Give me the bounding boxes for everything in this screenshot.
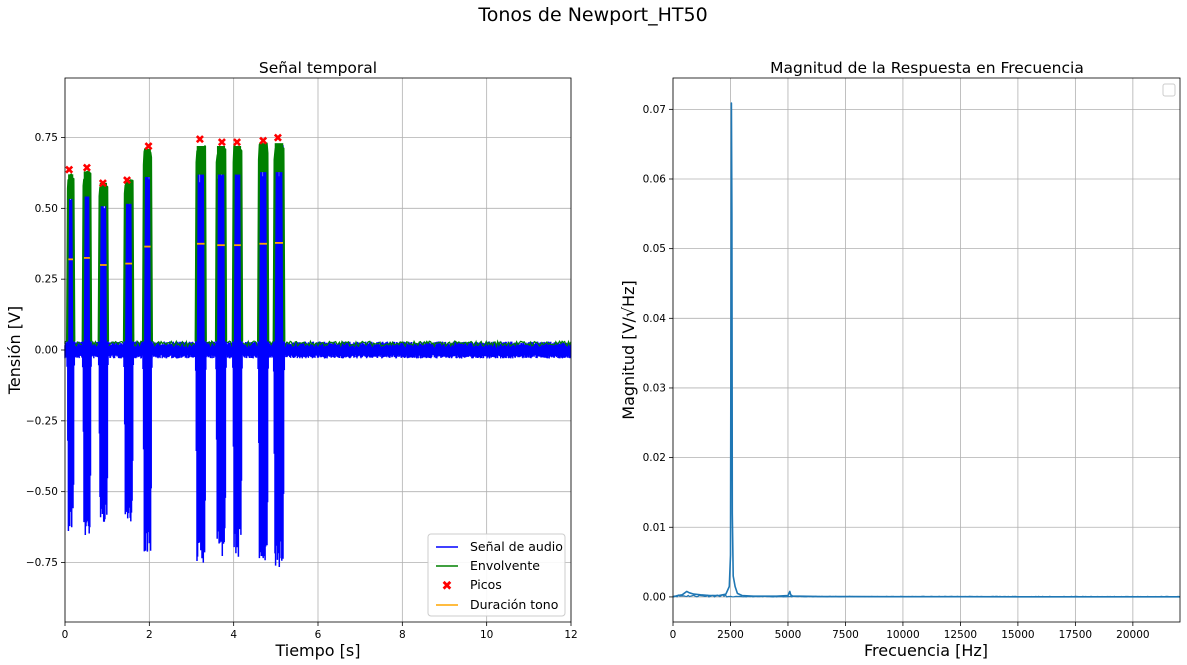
envelope-band: [259, 143, 268, 173]
time-signal-title: Señal temporal: [259, 59, 377, 77]
envelope-band: [216, 146, 226, 175]
frequency-response-ticks: 0 2500 5000 7500 10000 12500 15000 17500 20000 0.…: [643, 104, 1150, 641]
audio-tone-burst: [194, 151, 207, 563]
y-tick-label: 0.02: [643, 452, 666, 464]
audio-tone-burst: [97, 187, 109, 522]
envelope-noise-floor: [64, 339, 572, 349]
y-tick-label: 0.50: [35, 203, 58, 215]
x-tick-label: 12500: [944, 629, 977, 641]
frequency-response-ylabel: Magnitud [V/√Hz]: [619, 280, 638, 419]
audio-tone-burst: [257, 148, 269, 561]
frequency-response-xlabel: Frecuencia [Hz]: [864, 641, 988, 660]
peak-marker: ✖: [143, 140, 153, 154]
audio-tone-burst: [66, 182, 76, 531]
x-tick-label: 2: [146, 629, 153, 641]
empty-legend-box: [1162, 83, 1176, 97]
envelope-band: [125, 180, 133, 204]
envelope-band: [274, 143, 284, 173]
x-tick-label: 20000: [1116, 629, 1149, 641]
audio-tone-burst: [81, 173, 92, 535]
x-tick-label: 7500: [832, 629, 859, 641]
envelope-band: [196, 146, 205, 175]
frequency-response-line: [672, 102, 1180, 598]
frequency-floor-noise: [672, 594, 1180, 598]
audio-tone-burst: [142, 151, 153, 552]
peak-marker: ✖: [122, 174, 132, 188]
y-tick-label: 0.03: [643, 382, 666, 394]
time-signal-xlabel: Tiempo [s]: [274, 641, 360, 660]
y-tick-label: 0.06: [643, 173, 667, 185]
peak-marker: ✖: [232, 135, 242, 149]
peak-marker: ✖: [98, 176, 108, 190]
x-tick-label: 6: [315, 629, 322, 641]
peak-marker: ✖: [217, 135, 227, 149]
frequency-response-axes-frame: [672, 77, 1181, 623]
y-tick-label: 0.04: [643, 313, 667, 325]
time-signal-ylabel: Tensión [V]: [5, 306, 24, 395]
peak-marker: ✖: [82, 161, 92, 175]
peak-marker: ✖: [273, 131, 283, 145]
legend-label-peaks: Picos: [470, 577, 502, 592]
y-tick-label: 0.00: [35, 345, 58, 357]
y-tick-label: 0.07: [643, 104, 666, 116]
peak-marker: ✖: [258, 134, 268, 148]
x-tick-label: 4: [230, 629, 237, 641]
x-tick-label: 2500: [717, 629, 744, 641]
frequency-response-data: [672, 102, 1180, 598]
x-tick-label: 8: [399, 629, 406, 641]
x-tick-label: 10000: [886, 629, 919, 641]
envelope-band: [68, 174, 74, 199]
peak-marker: ✖: [195, 132, 205, 146]
x-tick-label: 10: [480, 629, 493, 641]
audio-tone-burst: [272, 145, 286, 567]
figure-title: Tonos de Newport_HT50: [477, 4, 707, 26]
envelope-band: [99, 182, 108, 207]
y-tick-label: −0.25: [26, 415, 58, 427]
frequency-response-panel: Magnitud de la Respuesta en Frecuencia 0…: [619, 59, 1181, 660]
frequency-response-title: Magnitud de la Respuesta en Frecuencia: [770, 59, 1084, 77]
audio-tone-burst: [215, 147, 227, 556]
envelope-band: [233, 146, 242, 175]
legend-label-envelope: Envolvente: [470, 558, 540, 573]
time-signal-legend: Señal de audio Envolvente ✖ Picos Duraci…: [427, 533, 566, 617]
x-tick-label: 0: [670, 629, 677, 641]
x-tick-label: 17500: [1059, 629, 1092, 641]
audio-tone-burst: [123, 181, 135, 522]
time-signal-panel: Señal temporal ✖ ✖ ✖ ✖ ✖ ✖ ✖ ✖ ✖ ✖ 0 2 4 6 8 10 12 −0.75…: [5, 59, 578, 660]
y-tick-label: −0.50: [26, 486, 58, 498]
legend-swatch-peaks: ✖: [442, 579, 453, 594]
audio-tone-burst: [232, 151, 243, 557]
y-tick-label: 0.00: [643, 591, 666, 603]
y-tick-label: 0.75: [35, 132, 58, 144]
envelope-band: [144, 148, 151, 177]
x-tick-label: 15000: [1001, 629, 1034, 641]
x-tick-label: 0: [62, 629, 69, 641]
time-signal-ticks: 0 2 4 6 8 10 12 −0.75 −0.50 −0.25 0.00 0.25 0.50 0.75: [26, 132, 578, 641]
y-tick-label: −0.75: [26, 557, 58, 569]
y-tick-label: 0.05: [643, 243, 666, 255]
x-tick-label: 12: [564, 629, 577, 641]
legend-label-duration: Duración tono: [470, 597, 558, 612]
time-signal-data: ✖ ✖ ✖ ✖ ✖ ✖ ✖ ✖ ✖ ✖: [64, 131, 572, 567]
envelope-band: [83, 171, 91, 197]
x-tick-label: 5000: [775, 629, 802, 641]
peak-marker: ✖: [64, 163, 74, 177]
y-tick-label: 0.01: [643, 522, 666, 534]
frequency-response-grid: [672, 78, 1180, 622]
y-tick-label: 0.25: [35, 274, 58, 286]
legend-box: [427, 533, 566, 617]
legend-label-audio: Señal de audio: [470, 539, 563, 554]
